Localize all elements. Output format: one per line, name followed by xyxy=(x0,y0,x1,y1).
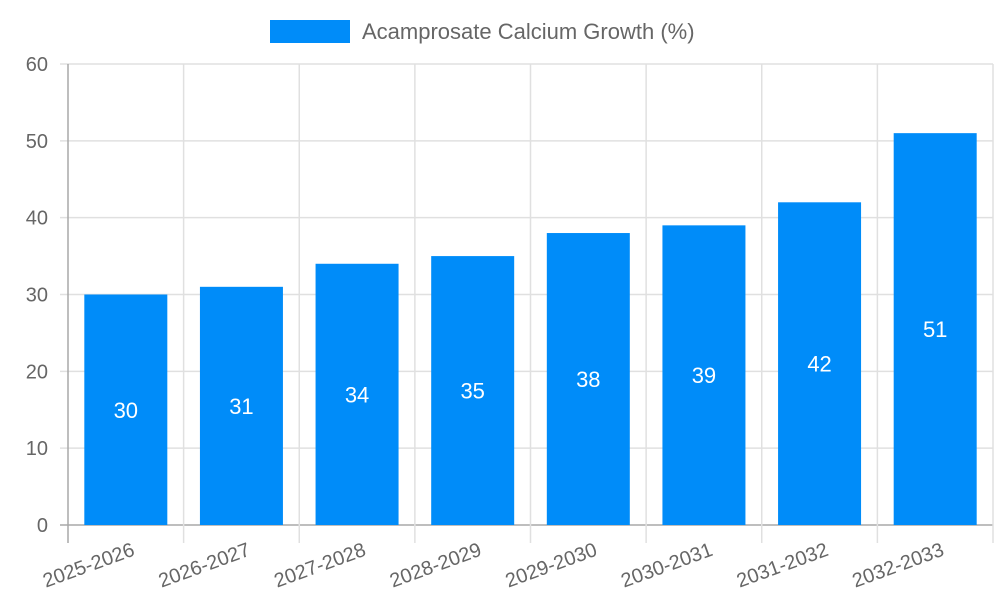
bar-value-label: 42 xyxy=(807,352,831,377)
y-tick-label: 50 xyxy=(26,131,48,153)
legend-swatch xyxy=(270,20,350,43)
bar[interactable] xyxy=(546,233,630,526)
y-tick-label: 60 xyxy=(26,54,48,76)
y-tick-label: 20 xyxy=(26,361,48,383)
x-tick-label: 2026-2027 xyxy=(156,539,253,592)
y-tick-label: 30 xyxy=(26,285,48,307)
legend[interactable]: Acamprosate Calcium Growth (%) xyxy=(270,19,695,44)
bar-value-label: 30 xyxy=(114,398,138,423)
bar[interactable] xyxy=(84,294,168,526)
x-tick-label: 2027-2028 xyxy=(271,539,368,592)
bar-value-label: 31 xyxy=(229,394,253,419)
legend-label: Acamprosate Calcium Growth (%) xyxy=(362,19,695,44)
x-tick-label: 2025-2026 xyxy=(40,539,137,592)
y-tick-label: 40 xyxy=(26,208,48,230)
x-tick-label: 2030-2031 xyxy=(618,539,715,592)
bar[interactable] xyxy=(662,225,746,525)
bar-value-label: 39 xyxy=(692,363,716,388)
y-tick-label: 10 xyxy=(26,438,48,460)
bar[interactable] xyxy=(778,202,862,526)
y-axis: 0 10 20 30 40 50 60 xyxy=(26,54,48,537)
bar-value-label: 38 xyxy=(576,367,600,392)
bar[interactable] xyxy=(199,286,283,525)
bar[interactable] xyxy=(893,133,977,525)
bar-value-label: 34 xyxy=(345,382,369,407)
x-axis: 2025-2026 2026-2027 2027-2028 2028-2029 2029… xyxy=(40,539,947,592)
bar[interactable] xyxy=(431,256,515,525)
bar-value-label: 51 xyxy=(923,317,947,342)
x-tick-label: 2028-2029 xyxy=(387,539,484,592)
bar-value-label: 35 xyxy=(460,379,484,404)
bars: 30 31 34 35 38 39 42 51 xyxy=(84,133,977,526)
y-tick-label: 0 xyxy=(37,515,48,537)
x-tick-label: 2031-2032 xyxy=(734,539,831,592)
bar[interactable] xyxy=(315,263,399,525)
x-tick-label: 2032-2033 xyxy=(849,539,946,592)
x-tick-label: 2029-2030 xyxy=(503,539,600,592)
